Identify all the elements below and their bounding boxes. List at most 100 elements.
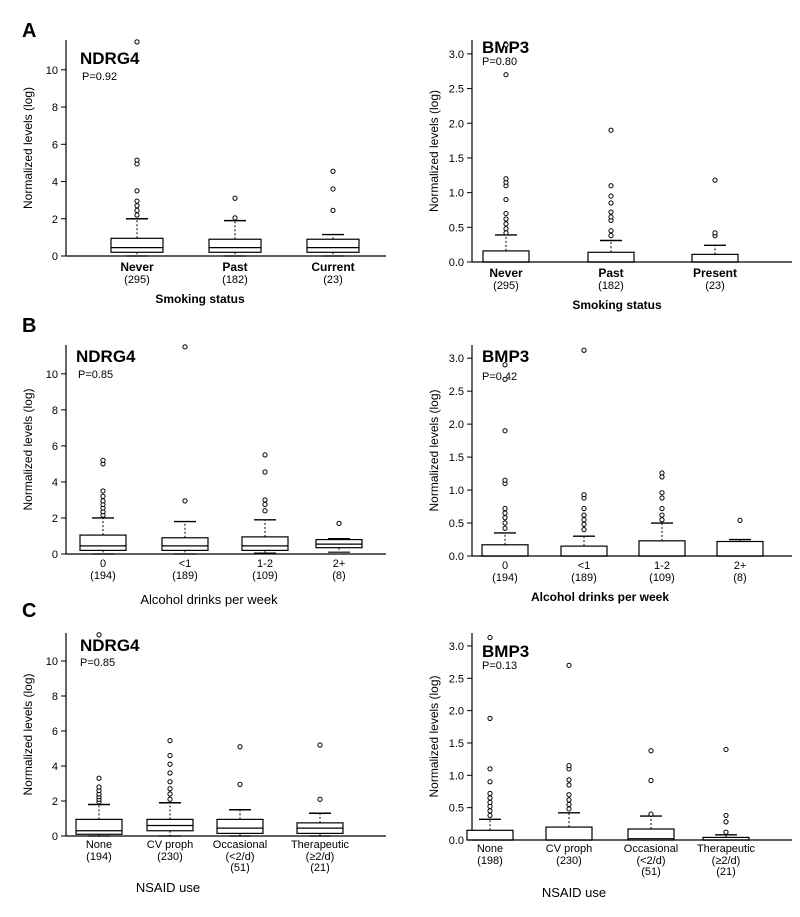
- n-label: (≥2/d): [712, 855, 741, 867]
- box-iqr: [75, 818, 123, 835]
- chart-title: NDRG4: [76, 347, 136, 366]
- outlier-point: [566, 777, 572, 783]
- box-current: [306, 168, 360, 257]
- outlier-point: [659, 470, 665, 476]
- outlier-point: [723, 812, 729, 819]
- box-therapeutic: [702, 746, 750, 841]
- y-tick-label: 3.0: [449, 641, 464, 653]
- n-label: (8): [733, 572, 746, 584]
- outlier-point: [232, 195, 238, 201]
- box-0: [79, 457, 127, 555]
- category-label: Occasional: [213, 839, 267, 851]
- n-label: (8): [332, 570, 345, 582]
- box-never: [482, 42, 530, 263]
- outlier-point: [100, 457, 106, 463]
- outlier-point: [566, 792, 572, 798]
- p-value: P=0.42: [482, 371, 517, 383]
- outlier-point: [502, 477, 508, 483]
- n-label: (21): [716, 866, 736, 878]
- outlier-point: [487, 790, 493, 797]
- outlier-point: [581, 517, 587, 523]
- outlier-point: [648, 811, 654, 817]
- outlier-point: [608, 127, 614, 133]
- outlier-point: [502, 428, 508, 434]
- box--1: [560, 347, 608, 557]
- category-label: None: [477, 843, 503, 855]
- outlier-point: [503, 196, 509, 203]
- y-tick-label: 1.5: [449, 738, 464, 750]
- y-tick-label: 0: [52, 831, 58, 843]
- y-tick-label: 2: [52, 214, 58, 226]
- outlier-point: [502, 515, 508, 521]
- outlier-point: [134, 157, 140, 163]
- category-label: Therapeutic: [291, 839, 350, 851]
- outlier-point: [503, 216, 509, 222]
- outlier-point: [503, 210, 509, 217]
- outlier-point: [96, 775, 102, 781]
- y-axis-label: Normalized levels (log): [427, 675, 441, 797]
- outlier-point: [487, 812, 493, 819]
- outlier-point: [182, 344, 188, 350]
- chart-a-ndrg4: 0 2 4 6 8 10 Normalized levels (log) NDRG4 P=0.9…: [21, 39, 386, 306]
- box-2-: [315, 520, 363, 553]
- category-label: CV proph: [546, 843, 592, 855]
- outlier-point: [608, 214, 614, 220]
- outlier-point: [96, 784, 102, 790]
- outlier-point: [237, 781, 243, 787]
- chart-title: NDRG4: [80, 49, 140, 68]
- outlier-point: [659, 517, 665, 523]
- y-tick-label: 0: [52, 549, 58, 561]
- p-value: P=0.92: [82, 71, 117, 83]
- outlier-point: [648, 748, 654, 754]
- outlier-point: [487, 779, 493, 785]
- outlier-point: [503, 176, 509, 182]
- box-1-2: [241, 452, 289, 554]
- box-iqr: [691, 253, 739, 263]
- y-tick-label: 2.0: [449, 118, 464, 130]
- outlier-point: [566, 662, 572, 668]
- chart-title: BMP3: [482, 38, 529, 57]
- y-tick-label: 10: [46, 656, 58, 668]
- outlier-point: [330, 207, 336, 213]
- n-label: (51): [641, 866, 661, 878]
- n-label: (182): [222, 274, 248, 286]
- n-label: (109): [252, 570, 278, 582]
- outlier-point: [134, 39, 140, 45]
- y-axis-label: Normalized levels (log): [21, 388, 35, 510]
- n-label: (182): [598, 280, 624, 292]
- outlier-point: [566, 801, 572, 808]
- outlier-point: [502, 362, 508, 368]
- y-tick-label: 1.0: [449, 485, 464, 497]
- n-label: (295): [493, 280, 519, 292]
- box-none: [466, 634, 514, 841]
- y-tick-label: 4: [52, 477, 58, 489]
- outlier-point: [167, 779, 173, 785]
- outlier-point: [330, 168, 336, 174]
- category-label: None: [86, 839, 112, 851]
- y-tick-label: 10: [46, 369, 58, 381]
- y-tick-label: 0.0: [449, 835, 464, 847]
- box-iqr: [587, 251, 635, 263]
- outlier-point: [566, 782, 572, 788]
- outlier-point: [134, 212, 140, 218]
- outlier-point: [487, 715, 493, 721]
- outlier-point: [503, 42, 509, 48]
- n-label: (189): [571, 572, 597, 584]
- n-label: (295): [124, 274, 150, 286]
- n-label: (23): [323, 274, 343, 286]
- outlier-point: [167, 796, 173, 802]
- box-never: [110, 39, 164, 257]
- outlier-point: [100, 498, 106, 504]
- chart-c-bmp3: 0.0 0.5 1.0 1.5 2.0 2.5 3.0 Normalized levels (…: [427, 633, 792, 900]
- n-label: (<2/d): [225, 851, 254, 863]
- box-iqr: [110, 237, 164, 253]
- outlier-point: [336, 520, 342, 526]
- category-label: 0: [100, 558, 106, 570]
- box-past: [208, 195, 262, 257]
- y-tick-label: 6: [52, 441, 58, 453]
- outlier-point: [100, 493, 106, 499]
- y-tick-label: 4: [52, 761, 58, 773]
- outlier-point: [723, 746, 729, 753]
- outlier-point: [134, 198, 140, 204]
